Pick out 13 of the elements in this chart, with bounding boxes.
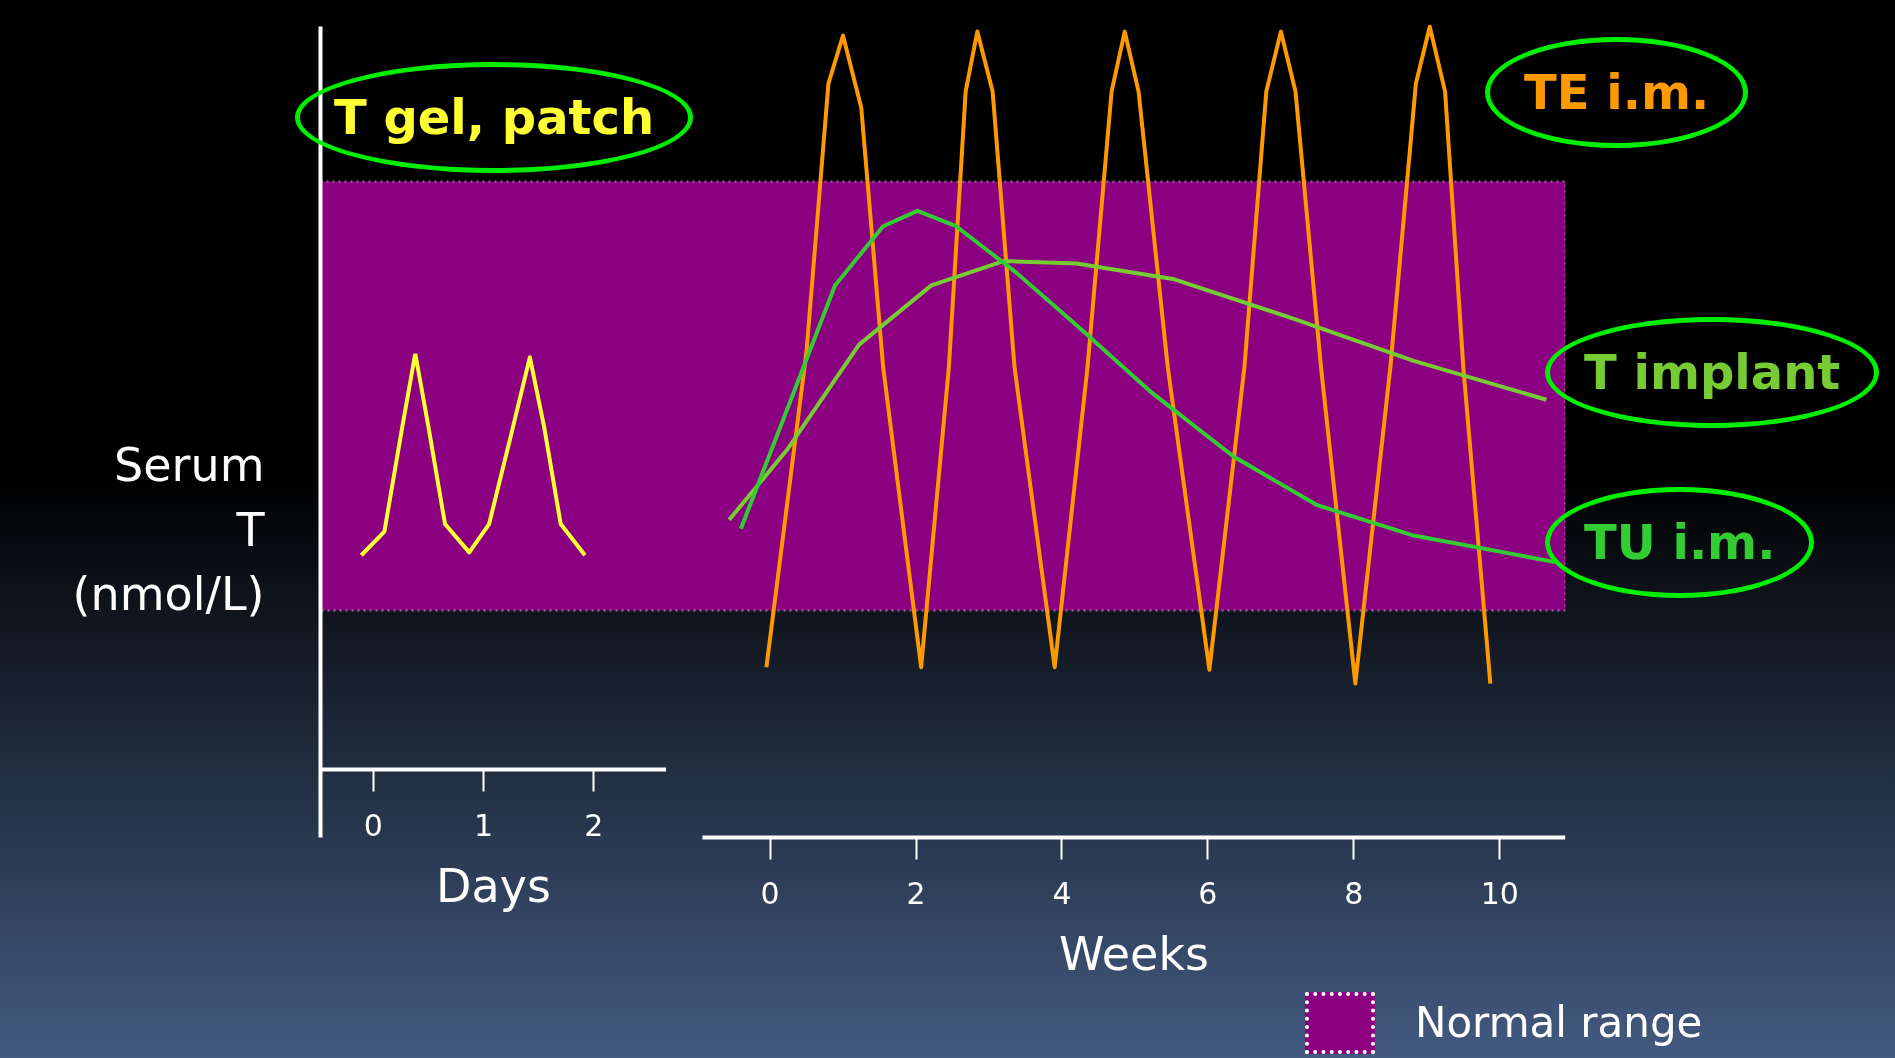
x-tick-label: 6 [1198, 875, 1218, 911]
x-tick-label: 1 [474, 807, 494, 843]
x-tick-label: 2 [906, 875, 926, 911]
legend-label: Normal range [1414, 997, 1703, 1049]
x-tick-label: 4 [1052, 875, 1072, 911]
x-axis-title: Days [436, 858, 551, 913]
x-tick-label: 0 [760, 875, 780, 911]
x-axis-title: Weeks [1059, 926, 1209, 981]
x-tick-label: 8 [1344, 875, 1364, 911]
x-tick-label: 10 [1480, 875, 1519, 911]
y-axis-title: Serum T (nmol/L) [72, 437, 266, 622]
x-tick-label: 0 [363, 807, 383, 843]
x-tick-label: 2 [584, 807, 604, 843]
